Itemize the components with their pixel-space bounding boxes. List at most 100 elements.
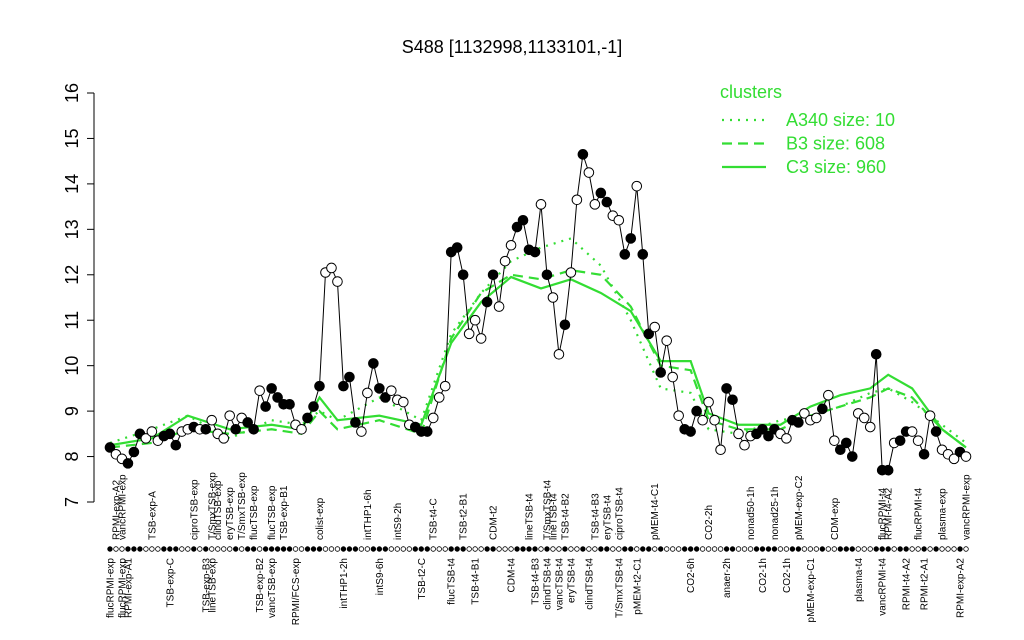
x-tick-label: T/SmxTSB-t4 (614, 558, 625, 618)
data-point (308, 401, 319, 412)
data-point (781, 433, 792, 444)
rug-point (658, 546, 664, 552)
rug-point (382, 546, 389, 552)
data-point (362, 387, 373, 399)
rug-point (903, 546, 909, 552)
data-point (763, 430, 774, 442)
rug-point (173, 546, 179, 552)
x-tick-label: lineTSB-exp (207, 558, 218, 613)
x-tick-label: ciproTSB-exp (189, 479, 200, 540)
x-tick-label: TSB-exp-B1 (279, 485, 290, 540)
rug-point (801, 546, 808, 552)
x-tick-label: RPMI/FCS-exp (291, 558, 302, 626)
rug-point (454, 546, 460, 552)
data-point (691, 405, 702, 417)
data-point (487, 269, 499, 281)
data-point (589, 199, 601, 210)
chart-title: S488 [1132998,1133101,-1] (402, 37, 623, 57)
data-point (661, 335, 673, 346)
data-point (721, 383, 732, 394)
rug-point (771, 546, 778, 552)
rug-point (304, 546, 311, 552)
data-point (493, 301, 505, 312)
data-point (350, 417, 361, 428)
data-point (421, 426, 433, 437)
x-tick-label: CDM-exp (830, 497, 841, 540)
data-point (793, 417, 804, 428)
rug-point (292, 546, 299, 552)
x-tick-label: TSB-exp-B3 (201, 558, 212, 613)
rug-point (502, 546, 508, 552)
x-tick-label: intTHP1-6h (363, 489, 374, 540)
data-point (332, 276, 343, 287)
data-point (583, 167, 595, 178)
data-point (637, 249, 649, 260)
x-tick-label: pMEM-exp-C1 (806, 558, 817, 623)
data-point (739, 439, 750, 451)
data-point (122, 458, 134, 469)
rug-point (735, 546, 742, 552)
data-point (505, 239, 517, 251)
rug-point (849, 546, 855, 552)
rug-point (203, 546, 209, 552)
data-point (272, 392, 283, 403)
legend-title: clusters (720, 82, 782, 102)
rug-point (741, 546, 748, 552)
rug-point (149, 546, 155, 552)
data-point (625, 233, 637, 244)
rug-point (669, 546, 676, 552)
data-point (840, 437, 852, 449)
rug-point (508, 546, 514, 552)
rug-point (280, 546, 287, 552)
rug-point (753, 546, 760, 552)
y-tick-label: 14 (62, 174, 82, 194)
data-point (140, 433, 152, 444)
rug-point (478, 546, 484, 552)
x-tick-label: T/SmxTSB-exp (237, 472, 248, 540)
rug-point (873, 546, 879, 552)
data-point (164, 428, 176, 440)
rug-point (400, 546, 407, 552)
rug-point (795, 546, 802, 552)
data-point (757, 423, 768, 435)
data-point (541, 269, 553, 281)
data-point (733, 428, 744, 440)
rug-point (831, 546, 838, 552)
data-point (326, 262, 337, 274)
data-point (128, 446, 140, 458)
y-tick-label: 16 (62, 83, 82, 103)
rug-point (717, 546, 724, 552)
x-tick-label: CDM-t4 (507, 558, 518, 593)
rug-point (221, 546, 227, 552)
rug-point (634, 546, 640, 552)
x-tick-label: TSB-t2-C (417, 558, 428, 600)
x-tick-label: TSB-t4-B1 (471, 558, 482, 605)
rug-point (675, 546, 682, 552)
data-point (266, 383, 277, 394)
data-point (667, 371, 678, 383)
rug-point (143, 546, 149, 552)
data-point (846, 451, 858, 462)
rug-point (131, 546, 137, 552)
x-tick-label: flucRPMI-exp (105, 558, 116, 618)
rug-point (909, 546, 915, 552)
rug-point (681, 546, 688, 552)
legend-label: A340 size: 10 (786, 110, 895, 130)
rug-point (789, 546, 796, 552)
data-point (427, 412, 439, 424)
data-point (643, 328, 655, 340)
data-point (601, 196, 613, 208)
x-tick-label: pMEM-t4-C1 (650, 483, 661, 540)
x-tick-label: CDM-t2 (489, 505, 500, 540)
rug-point (466, 546, 472, 552)
x-tick-label: RPMI-t4-A2 (884, 487, 895, 540)
data-point (314, 380, 325, 392)
x-tick-label: intTHP1-2h (339, 558, 350, 609)
data-point (823, 389, 834, 401)
rug-point (550, 546, 556, 552)
data-point (960, 451, 972, 462)
data-point (577, 149, 589, 160)
x-tick-label: flucTSB-exp (249, 485, 260, 540)
rug-point (125, 546, 131, 552)
